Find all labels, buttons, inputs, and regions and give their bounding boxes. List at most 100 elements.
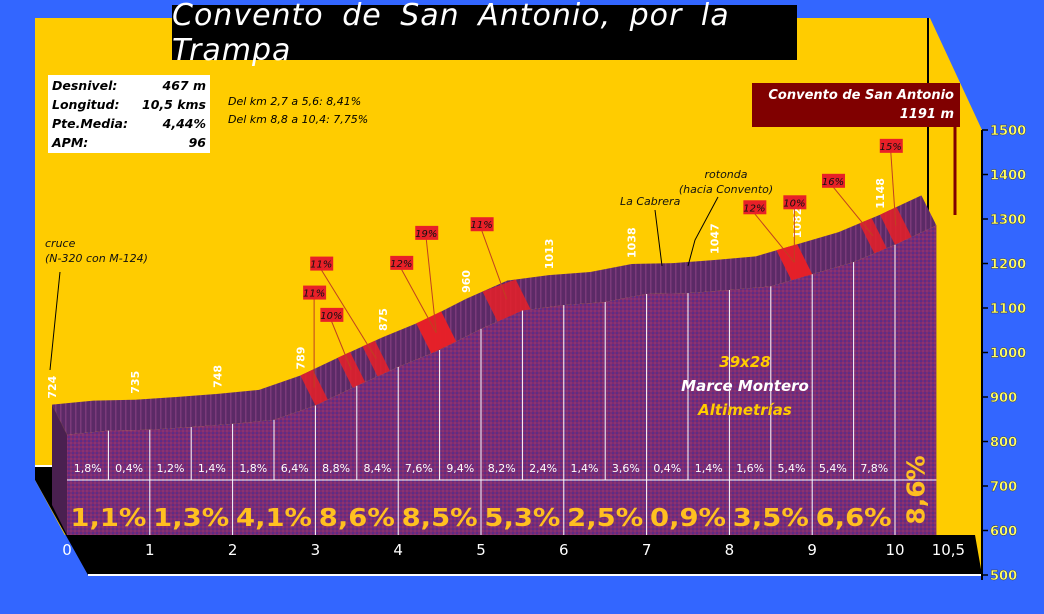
y-tick-label: 900 (990, 391, 1017, 406)
steep-label: 12% (743, 203, 765, 214)
stat-label: Longitud: (52, 97, 120, 112)
y-tick-label: 1500 (990, 124, 1026, 139)
steep-label-box (310, 256, 334, 271)
km-elevation-label: 735 (129, 371, 142, 394)
profile-face (67, 225, 937, 535)
section-notes: Del km 2,7 a 5,6: 8,41% Del km 8,8 a 10,… (228, 93, 368, 129)
km-elevation-label: 724 (46, 375, 59, 398)
half-km-gradient: 7,6% (405, 462, 433, 475)
start-annotation-line2: (N-320 con M-124) (45, 252, 148, 265)
steep-leader (320, 269, 377, 359)
x-tick-label: 7 (642, 541, 652, 559)
steep-leader (753, 212, 795, 263)
y-tick-label: 1300 (990, 213, 1026, 228)
km-gradient: 1,1% (70, 503, 146, 532)
start-annotation-line1: cruce (45, 237, 76, 250)
half-km-gradient: 8,2% (488, 462, 516, 475)
steep-label: 19% (415, 229, 437, 240)
stat-value: 96 (188, 135, 206, 150)
summit-name: Convento de San Antonio (768, 88, 954, 103)
steep-leader (400, 268, 437, 334)
half-km-gradient: 0,4% (115, 462, 143, 475)
floor (35, 465, 982, 575)
steep-label: 11% (310, 260, 332, 271)
half-km-gradient: 8,4% (364, 462, 392, 475)
steep-label-box (303, 285, 327, 300)
km-gradient: 6,6% (816, 503, 892, 532)
chart-title: Convento de San Antonio, por la Trampa (172, 0, 797, 68)
half-km-gradient: 2,4% (529, 462, 557, 475)
km-elevation-label: 748 (212, 365, 225, 388)
y-tick-label: 800 (990, 436, 1017, 451)
summit-label: Convento de San Antonio 1191 m (752, 83, 960, 127)
start-leader (49, 271, 61, 371)
half-km-gradient: 0,4% (653, 462, 681, 475)
steep-section (300, 369, 328, 406)
y-tick-label: 1100 (990, 302, 1026, 317)
stat-row: Longitud: 10,5 kms (52, 95, 206, 114)
y-tick-label: 1200 (990, 258, 1026, 273)
km-gradient: 3,5% (733, 503, 809, 532)
km-elevation-label: 1038 (626, 227, 639, 258)
steep-label-box (822, 173, 846, 188)
steep-label: 16% (822, 177, 844, 188)
half-km-gradient: 6,4% (281, 462, 309, 475)
x-tick-label: 1 (145, 541, 155, 559)
stat-value: 467 m (162, 78, 206, 93)
steep-label-box (743, 200, 767, 215)
km-gradient: 0,9% (650, 503, 726, 532)
cabrera-leader (654, 209, 663, 267)
km-gradient: 5,3% (484, 503, 560, 532)
steep-label-box (415, 225, 439, 240)
y-tick-label: 1400 (990, 169, 1026, 184)
km-gradient: 2,5% (567, 503, 643, 532)
steep-label-box (320, 307, 344, 322)
note-2: Del km 8,8 a 10,4: 7,75% (228, 113, 369, 126)
brand-watermark: 39x28 Marce Montero Altimetrías (645, 350, 845, 422)
km-gradient: 8,6% (319, 503, 395, 532)
steep-label: 10% (783, 198, 805, 209)
x-tick-label: 4 (393, 541, 403, 559)
km-elevation-label: 875 (377, 308, 390, 331)
steep-leader (832, 186, 874, 237)
half-km-gradient: 8,8% (322, 462, 350, 475)
stats-box: Desnivel: 467 m Longitud: 10,5 kms Pte.Med… (48, 75, 210, 153)
steep-section (776, 244, 813, 281)
km-elevation-label: 1148 (874, 178, 887, 209)
half-km-gradient: 9,4% (446, 462, 474, 475)
floor-cutout (35, 480, 88, 578)
stat-row: Pte.Media: 4,44% (52, 114, 206, 133)
steep-label: 11% (303, 289, 325, 300)
steep-label-box (390, 255, 414, 270)
x-tick-label: 10,5 (932, 541, 965, 559)
km-elevation-label: 960 (460, 270, 473, 293)
km-elevation-label: 789 (294, 347, 307, 370)
stat-row: Desnivel: 467 m (52, 76, 206, 95)
note-1: Del km 2,7 a 5,6: 8,41% (228, 95, 362, 108)
half-km-gradient: 1,4% (198, 462, 226, 475)
steep-leader (481, 230, 508, 300)
stat-row: APM: 96 (52, 133, 206, 152)
stat-value: 4,44% (162, 116, 206, 131)
km-elevation-label: 1082 (791, 208, 804, 239)
x-tick-label: 0 (62, 541, 72, 559)
half-km-gradient: 7,8% (860, 462, 888, 475)
half-km-gradient: 1,8% (74, 462, 102, 475)
km-elevation-label: 1013 (543, 239, 556, 270)
rotonda-line1: rotonda (704, 168, 748, 181)
half-km-gradient: 5,4% (778, 462, 806, 475)
km-gradient: 4,1% (236, 503, 312, 532)
cabrera-annotation: La Cabrera (620, 195, 681, 208)
x-tick-label: 5 (476, 541, 486, 559)
half-km-gradient: 1,6% (736, 462, 764, 475)
steep-leader (890, 151, 897, 226)
half-km-gradient: 3,6% (612, 462, 640, 475)
x-tick-label: 10 (885, 541, 904, 559)
rotonda-annotation: rotonda (hacia Convento) (678, 167, 774, 197)
km-gradient: 8,5% (402, 503, 478, 532)
y-tick-label: 500 (990, 569, 1017, 584)
x-tick-label: 2 (228, 541, 238, 559)
brand-line1: 39x28 (719, 353, 771, 371)
